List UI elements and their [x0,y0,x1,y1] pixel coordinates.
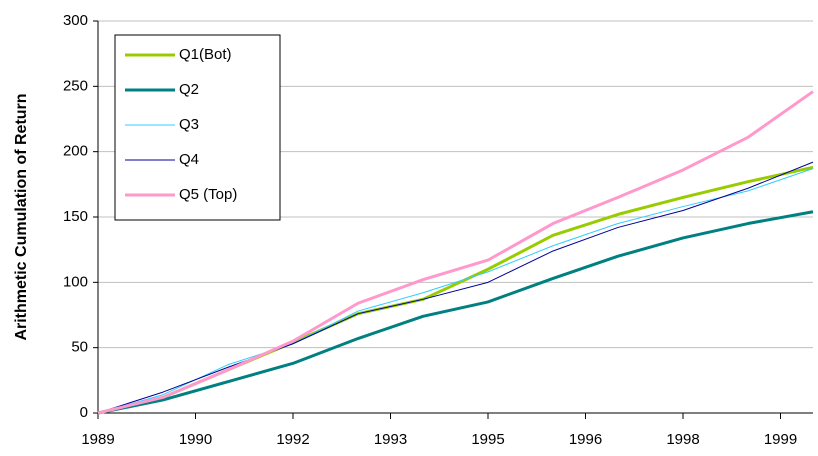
legend-label: Q1(Bot) [179,46,232,63]
y-tick-label: 250 [63,77,88,94]
x-tick-label: 1990 [179,431,212,448]
y-tick-label: 50 [71,339,88,356]
x-tick-label: 1999 [764,431,797,448]
y-tick-label: 150 [63,208,88,225]
x-tick-label: 1996 [569,431,602,448]
series-line [97,161,814,414]
y-tick-label: 0 [80,404,88,421]
y-tick-label: 200 [63,143,88,160]
series-line [97,168,814,414]
y-axis-title: Arithmetic Cumulation of Return [13,93,30,340]
x-tick-label: 1992 [276,431,309,448]
legend-label: Q4 [179,151,199,168]
legend-label: Q2 [179,81,199,98]
x-tick-label: 1998 [666,431,699,448]
y-tick-label: 100 [63,273,88,290]
series-line [97,90,814,415]
x-tick-label: 1995 [471,431,504,448]
y-tick-label: 300 [63,12,88,29]
x-tick-label: 1993 [374,431,407,448]
legend-label: Q5 (Top) [179,186,237,203]
legend-label: Q3 [179,116,199,133]
legend-box [114,34,281,221]
legend: Q1(Bot) Q2 Q3 Q4 Q5 (Top) [114,34,281,221]
x-tick-label: 1989 [81,431,114,448]
series-line [97,210,814,415]
